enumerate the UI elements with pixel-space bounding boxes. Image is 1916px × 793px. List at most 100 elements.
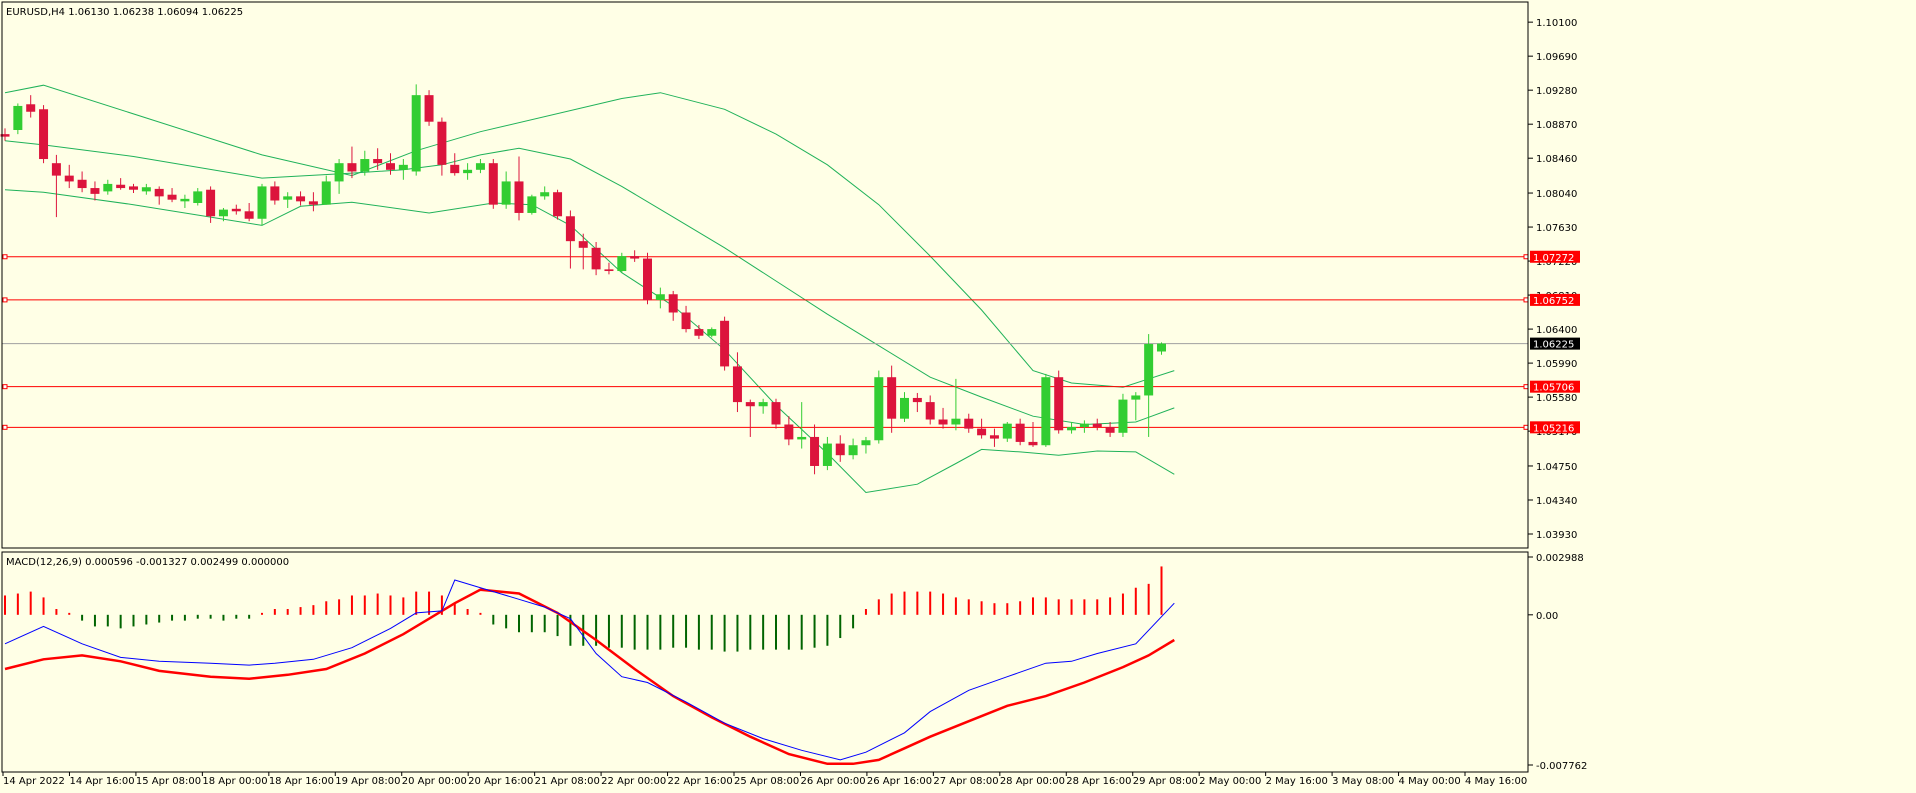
price-axis-label: 1.06400 [1536, 325, 1577, 336]
bull-candle [1118, 399, 1128, 433]
level-handle [1523, 424, 1529, 430]
bear-candle [694, 329, 704, 336]
bear-candle [51, 163, 61, 176]
bull-candle [797, 436, 807, 440]
bear-candle [771, 402, 781, 425]
bear-candle [450, 164, 460, 174]
macd-panel-frame [1, 551, 1529, 773]
time-axis-label: 18 Apr 00:00 [202, 776, 267, 787]
bull-candle [283, 196, 293, 200]
bear-candle [745, 402, 755, 407]
current-price-tag [1530, 337, 1580, 350]
bear-candle [989, 435, 999, 439]
bear-candle [296, 196, 306, 202]
bull-candle [463, 169, 473, 174]
time-axis: 14 Apr 2022 14 Apr 16:00 15 Apr 08:00 18 Ap… [2, 772, 1527, 787]
bear-candle [565, 216, 575, 242]
bear-candle [154, 188, 164, 197]
bear-candle [732, 366, 742, 403]
bear-candle [887, 377, 897, 419]
bear-candle [964, 418, 974, 429]
bull-candle [13, 105, 23, 130]
bear-candle [244, 211, 254, 219]
bear-candle [643, 258, 652, 301]
bull-candle [257, 186, 267, 219]
macd-axis-label: 0.00 [1536, 611, 1558, 622]
time-axis-label: 4 May 00:00 [1399, 776, 1461, 787]
bull-candle [758, 402, 768, 407]
level-handle [1523, 297, 1529, 303]
price-panel-frame [1, 1, 1529, 549]
bear-candle [64, 175, 74, 182]
time-axis-label: 2 May 16:00 [1266, 776, 1328, 787]
time-axis-label: 28 Apr 16:00 [1066, 776, 1131, 787]
macd-main-line [4, 579, 1175, 761]
bear-candle [26, 104, 36, 112]
bull-candle [861, 440, 871, 446]
price-level-tag [1530, 421, 1580, 434]
bull-candle [218, 209, 228, 217]
price-level-tag [1530, 293, 1580, 306]
bear-candle [681, 312, 691, 330]
time-axis-label: 25 Apr 08:00 [734, 776, 799, 787]
price-axis-label: 1.08040 [1536, 189, 1577, 200]
bull-candle [411, 95, 421, 172]
macd-axis-label: -0.007762 [1536, 761, 1587, 772]
price-axis-label: 1.07630 [1536, 223, 1577, 234]
macd-axis-label: 0.002988 [1536, 553, 1584, 564]
bear-candle [424, 95, 434, 122]
level-handle [2, 424, 8, 430]
price-axis-label: 1.04750 [1536, 462, 1577, 473]
bear-candle [437, 121, 447, 165]
bear-candle [206, 189, 216, 217]
price-level-label: 1.07272 [1533, 253, 1574, 264]
bear-candle [0, 134, 10, 137]
bull-candle [1002, 423, 1012, 439]
macd-params-label: MACD(12,26,9) 0.000596 -0.001327 0.00249… [6, 557, 289, 568]
bull-candle [1157, 343, 1166, 352]
bear-candle [39, 109, 49, 160]
bear-candle [810, 436, 820, 466]
price-axis-label: 1.09690 [1536, 52, 1577, 63]
bull-candle [475, 163, 485, 170]
price-level-label: 1.05706 [1533, 383, 1574, 394]
bear-candle [630, 256, 640, 259]
price-axis-label: 1.05990 [1536, 359, 1577, 370]
bear-candle [167, 194, 177, 200]
bear-candle [835, 443, 845, 456]
bull-candle [707, 329, 717, 336]
level-handle [1523, 254, 1529, 260]
time-axis-label: 3 May 08:00 [1332, 776, 1394, 787]
bull-candle [398, 164, 408, 170]
bear-candle [604, 269, 614, 272]
bull-candle [1144, 344, 1154, 396]
price-axis-label: 1.08460 [1536, 154, 1577, 165]
bollinger-middle-band [4, 140, 1175, 426]
bear-candle [116, 184, 126, 189]
bear-candle [784, 424, 794, 440]
bull-candle [874, 377, 884, 441]
bear-candle [270, 186, 280, 201]
price-level-tag [1530, 250, 1580, 263]
price-axis-label: 1.08870 [1536, 120, 1577, 131]
price-axis-label: 1.05580 [1536, 393, 1577, 404]
bear-candle [720, 320, 730, 367]
panel-frames [1, 1, 1529, 773]
bear-candle [912, 397, 922, 403]
bear-candle [514, 181, 524, 213]
bull-candle [527, 196, 537, 213]
bear-candle [925, 402, 935, 420]
bear-candle [591, 247, 601, 270]
level-handle [1523, 384, 1529, 390]
time-axis-label: 14 Apr 16:00 [69, 776, 134, 787]
time-axis-label: 20 Apr 16:00 [468, 776, 533, 787]
bull-candle [822, 443, 832, 466]
macd-panel[interactable]: 0.002988 0.00 -0.007762 [4, 553, 1587, 772]
time-axis-label: 19 Apr 08:00 [335, 776, 400, 787]
bull-candle [193, 191, 203, 203]
time-axis-label: 21 Apr 08:00 [535, 776, 600, 787]
price-panel[interactable]: 1.10100 1.09690 1.09280 1.08870 1.08460 1.080… [0, 18, 1581, 541]
bull-candle [1067, 426, 1077, 431]
